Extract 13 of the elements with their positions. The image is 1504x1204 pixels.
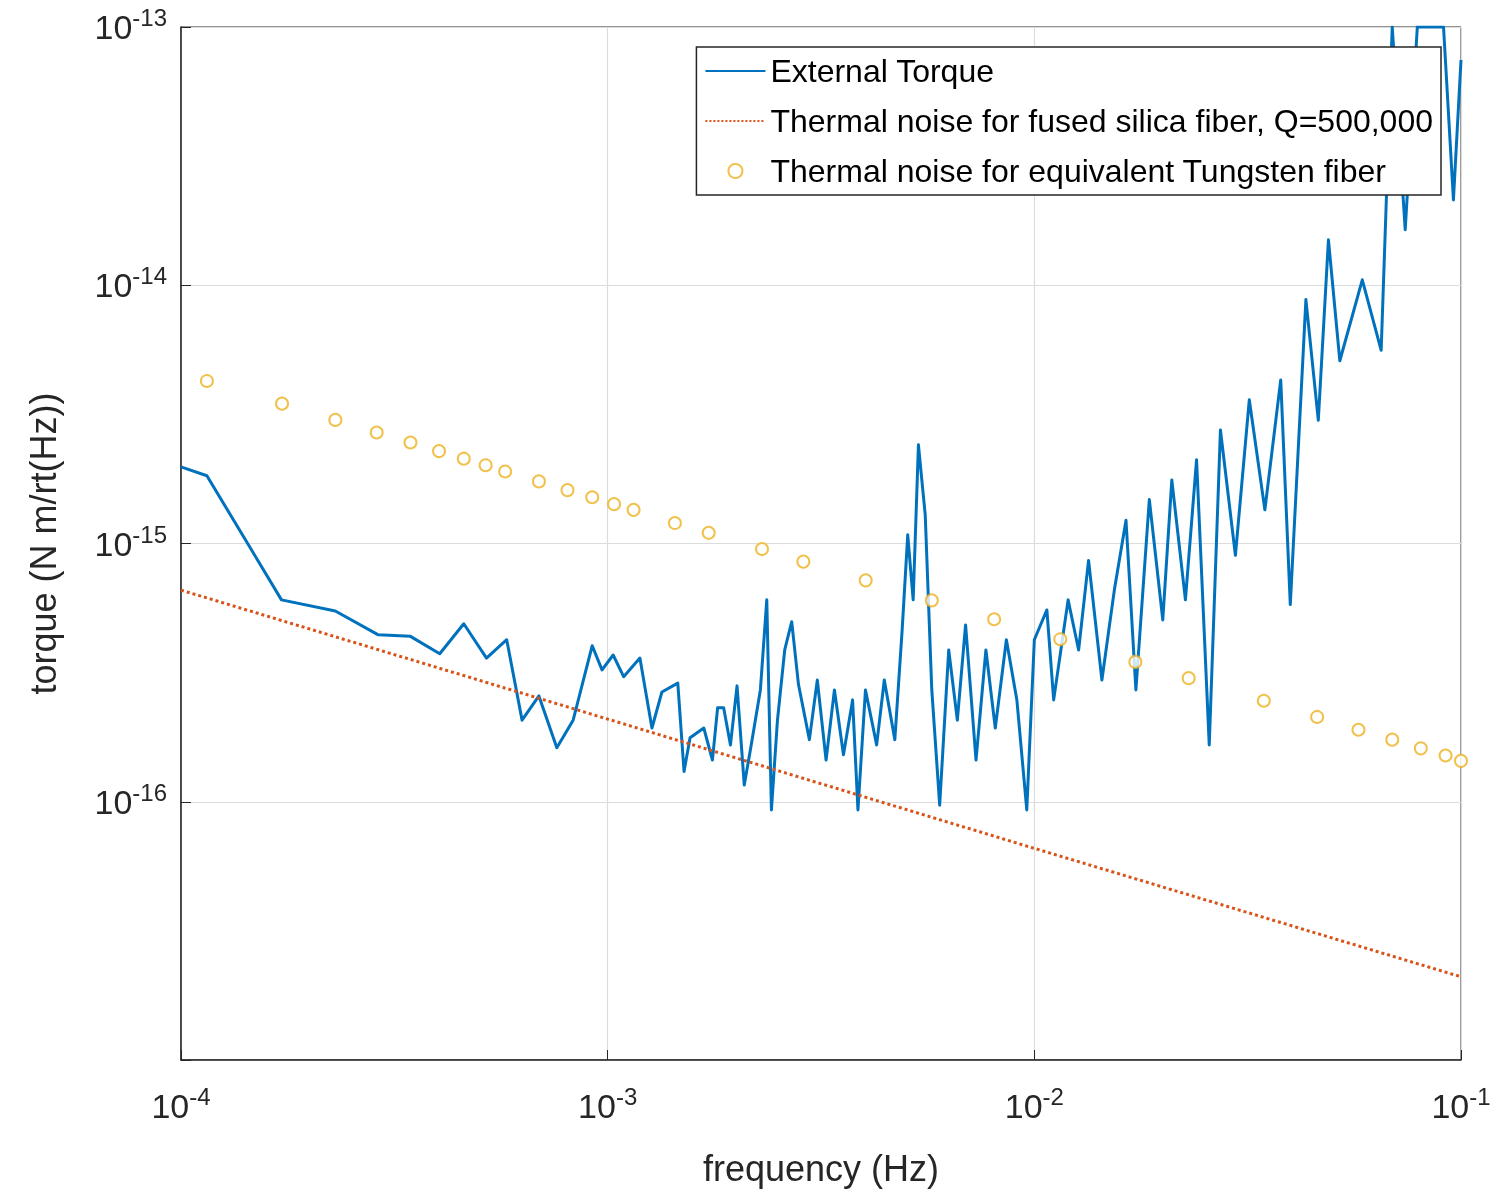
y-tick-label: 10$^{-14}$ bbox=[94, 261, 167, 305]
x-tick-label: 10$^{-2}$ bbox=[1004, 1082, 1064, 1125]
y-axis-title: torque (N m/rt(Hz)) bbox=[22, 392, 64, 695]
x-tick-label: 10$^{-3}$ bbox=[578, 1082, 638, 1125]
y-tick-label: 10$^{-16}$ bbox=[94, 778, 167, 821]
y-tick-label: 10$^{-13}$ bbox=[94, 3, 167, 46]
x-axis-title: frequency (Hz) bbox=[702, 1147, 940, 1189]
x-tick-label: 10$^{-1}$ bbox=[1431, 1082, 1491, 1125]
legend-label: Thermal noise for fused silica fiber, Q=500,000 bbox=[770, 103, 1433, 139]
legend-label: External Torque bbox=[770, 53, 994, 89]
x-tick-label: 10$^{-4}$ bbox=[151, 1082, 211, 1125]
legend-label: Thermal noise for equivalent Tungsten fiber bbox=[770, 153, 1387, 189]
y-tick-label: 10$^{-15}$ bbox=[94, 520, 167, 563]
